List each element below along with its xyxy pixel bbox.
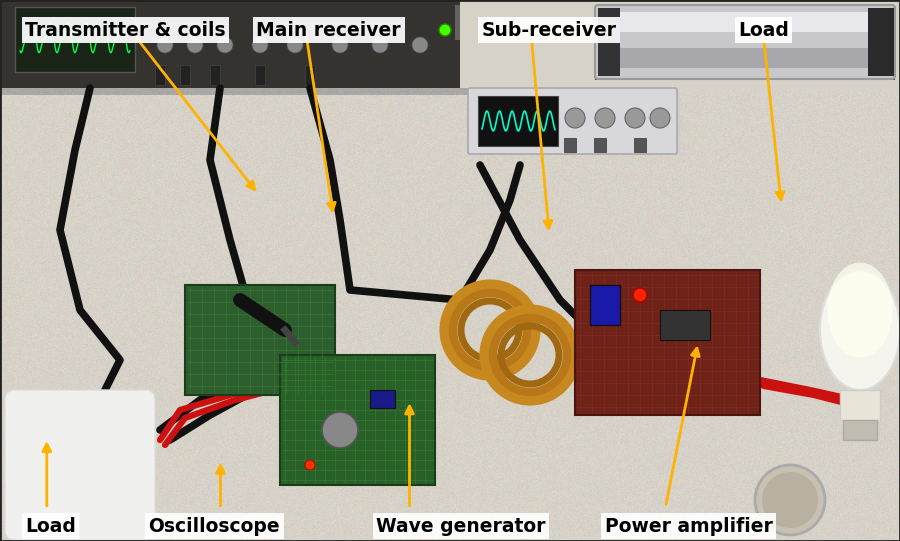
Circle shape xyxy=(305,460,315,470)
Circle shape xyxy=(650,108,670,128)
Bar xyxy=(280,355,435,485)
Bar xyxy=(605,12,885,32)
Bar xyxy=(868,8,894,76)
Text: Power amplifier: Power amplifier xyxy=(605,517,773,536)
Bar xyxy=(590,285,620,325)
Bar xyxy=(210,65,220,85)
Bar xyxy=(843,420,877,440)
Circle shape xyxy=(439,24,451,36)
Ellipse shape xyxy=(820,270,900,390)
Bar xyxy=(155,65,165,85)
Bar xyxy=(594,138,606,152)
Bar xyxy=(605,48,885,68)
Bar xyxy=(15,7,135,72)
Circle shape xyxy=(322,412,358,448)
Text: Main receiver: Main receiver xyxy=(256,21,401,39)
Bar xyxy=(564,138,576,152)
Circle shape xyxy=(565,108,585,128)
Bar xyxy=(478,96,558,146)
Bar xyxy=(840,390,880,420)
Text: Load: Load xyxy=(25,517,77,536)
Circle shape xyxy=(595,108,615,128)
Bar xyxy=(305,65,315,85)
Text: Sub-receiver: Sub-receiver xyxy=(482,21,616,39)
Bar xyxy=(5,3,455,85)
Bar xyxy=(575,270,760,415)
Circle shape xyxy=(187,37,203,53)
FancyBboxPatch shape xyxy=(5,390,155,540)
Text: Oscilloscope: Oscilloscope xyxy=(148,517,280,536)
Ellipse shape xyxy=(827,262,893,358)
Text: Transmitter & coils: Transmitter & coils xyxy=(25,21,226,39)
Bar xyxy=(598,8,620,76)
Circle shape xyxy=(372,37,388,53)
Circle shape xyxy=(633,288,647,302)
FancyBboxPatch shape xyxy=(595,5,895,79)
Circle shape xyxy=(157,37,173,53)
Circle shape xyxy=(412,37,428,53)
Circle shape xyxy=(755,465,825,535)
Circle shape xyxy=(762,472,818,528)
Bar xyxy=(180,65,190,85)
Bar xyxy=(370,390,395,408)
FancyBboxPatch shape xyxy=(468,88,677,154)
Circle shape xyxy=(287,37,303,53)
Text: Load: Load xyxy=(738,21,789,39)
Circle shape xyxy=(625,108,645,128)
Bar xyxy=(660,310,710,340)
Bar xyxy=(634,138,646,152)
Text: Wave generator: Wave generator xyxy=(376,517,545,536)
Circle shape xyxy=(332,37,348,53)
Circle shape xyxy=(217,37,233,53)
Bar xyxy=(185,285,335,395)
Bar xyxy=(255,65,265,85)
Circle shape xyxy=(252,37,268,53)
